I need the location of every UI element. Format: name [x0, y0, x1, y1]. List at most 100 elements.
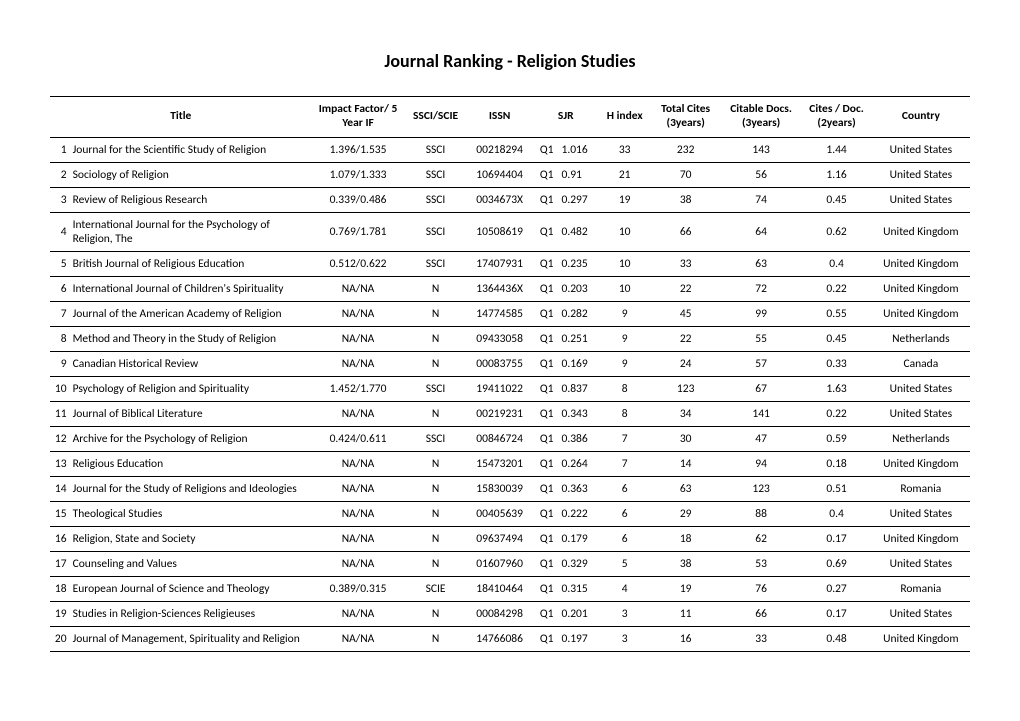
citable-docs-cell: 141	[721, 401, 802, 426]
citable-docs-cell: 57	[721, 351, 802, 376]
h-index-cell: 33	[599, 137, 651, 162]
h-index-cell: 9	[599, 326, 651, 351]
cites-doc-cell: 0.69	[801, 551, 871, 576]
total-cites-cell: 11	[651, 601, 721, 626]
h-index-cell: 3	[599, 626, 651, 651]
title-cell: Journal for the Study of Religions and I…	[69, 476, 312, 501]
impact-factor-cell: NA/NA	[312, 401, 405, 426]
quartile-cell: Q1	[533, 401, 558, 426]
title-cell: Journal for the Scientific Study of Reli…	[69, 137, 312, 162]
cites-doc-cell: 0.17	[801, 601, 871, 626]
total-cites-cell: 66	[651, 212, 721, 251]
h-index-cell: 7	[599, 451, 651, 476]
table-row: 11Journal of Biblical LiteratureNA/NAN00…	[50, 401, 970, 426]
sjr-cell: 0.91	[558, 162, 599, 187]
title-cell: Sociology of Religion	[69, 162, 312, 187]
col-country: Country	[872, 97, 970, 138]
issn-cell: 10508619	[467, 212, 533, 251]
quartile-cell: Q1	[533, 162, 558, 187]
impact-factor-cell: NA/NA	[312, 601, 405, 626]
rank-cell: 14	[50, 476, 69, 501]
ssci-cell: N	[405, 326, 467, 351]
country-cell: United Kingdom	[872, 276, 970, 301]
cites-doc-cell: 0.4	[801, 251, 871, 276]
country-cell: United Kingdom	[872, 451, 970, 476]
country-cell: United States	[872, 376, 970, 401]
title-cell: Archive for the Psychology of Religion	[69, 426, 312, 451]
sjr-cell: 0.282	[558, 301, 599, 326]
table-row: 6International Journal of Children's Spi…	[50, 276, 970, 301]
issn-cell: 00405639	[467, 501, 533, 526]
sjr-cell: 0.179	[558, 526, 599, 551]
citable-docs-cell: 99	[721, 301, 802, 326]
impact-factor-cell: 1.452/1.770	[312, 376, 405, 401]
quartile-cell: Q1	[533, 451, 558, 476]
quartile-cell: Q1	[533, 501, 558, 526]
quartile-cell: Q1	[533, 526, 558, 551]
total-cites-cell: 33	[651, 251, 721, 276]
issn-cell: 1364436X	[467, 276, 533, 301]
impact-factor-cell: NA/NA	[312, 326, 405, 351]
sjr-cell: 0.329	[558, 551, 599, 576]
h-index-cell: 5	[599, 551, 651, 576]
ssci-cell: SSCI	[405, 212, 467, 251]
issn-cell: 14766086	[467, 626, 533, 651]
h-index-cell: 9	[599, 301, 651, 326]
rank-cell: 12	[50, 426, 69, 451]
title-cell: Religion, State and Society	[69, 526, 312, 551]
total-cites-cell: 19	[651, 576, 721, 601]
col-ssci: SSCI/SCIE	[405, 97, 467, 138]
title-cell: Journal of the American Academy of Relig…	[69, 301, 312, 326]
ssci-cell: N	[405, 276, 467, 301]
table-row: 16Religion, State and SocietyNA/NAN09637…	[50, 526, 970, 551]
country-cell: United States	[872, 551, 970, 576]
h-index-cell: 7	[599, 426, 651, 451]
sjr-cell: 0.235	[558, 251, 599, 276]
table-row: 12Archive for the Psychology of Religion…	[50, 426, 970, 451]
table-row: 13Religious EducationNA/NAN15473201Q10.2…	[50, 451, 970, 476]
issn-cell: 00218294	[467, 137, 533, 162]
citable-docs-cell: 55	[721, 326, 802, 351]
total-cites-cell: 14	[651, 451, 721, 476]
h-index-cell: 9	[599, 351, 651, 376]
table-row: 20Journal of Management, Spirituality an…	[50, 626, 970, 651]
total-cites-cell: 24	[651, 351, 721, 376]
ssci-cell: N	[405, 626, 467, 651]
title-cell: British Journal of Religious Education	[69, 251, 312, 276]
impact-factor-cell: NA/NA	[312, 351, 405, 376]
total-cites-cell: 18	[651, 526, 721, 551]
rank-cell: 9	[50, 351, 69, 376]
table-row: 17Counseling and ValuesNA/NAN01607960Q10…	[50, 551, 970, 576]
sjr-cell: 0.251	[558, 326, 599, 351]
title-cell: European Journal of Science and Theology	[69, 576, 312, 601]
table-row: 10Psychology of Religion and Spiritualit…	[50, 376, 970, 401]
rank-cell: 17	[50, 551, 69, 576]
total-cites-cell: 22	[651, 326, 721, 351]
rank-cell: 11	[50, 401, 69, 426]
table-row: 19Studies in Religion-Sciences Religieus…	[50, 601, 970, 626]
impact-factor-cell: 0.389/0.315	[312, 576, 405, 601]
country-cell: United Kingdom	[872, 526, 970, 551]
issn-cell: 19411022	[467, 376, 533, 401]
country-cell: United Kingdom	[872, 212, 970, 251]
issn-cell: 14774585	[467, 301, 533, 326]
impact-factor-cell: NA/NA	[312, 551, 405, 576]
rank-cell: 16	[50, 526, 69, 551]
total-cites-cell: 123	[651, 376, 721, 401]
quartile-cell: Q1	[533, 137, 558, 162]
rank-cell: 10	[50, 376, 69, 401]
title-cell: Theological Studies	[69, 501, 312, 526]
citable-docs-cell: 66	[721, 601, 802, 626]
citable-docs-cell: 53	[721, 551, 802, 576]
sjr-cell: 0.264	[558, 451, 599, 476]
cites-doc-cell: 0.45	[801, 326, 871, 351]
impact-factor-cell: NA/NA	[312, 526, 405, 551]
impact-factor-cell: NA/NA	[312, 451, 405, 476]
total-cites-cell: 29	[651, 501, 721, 526]
rank-cell: 20	[50, 626, 69, 651]
total-cites-cell: 38	[651, 187, 721, 212]
rank-cell: 7	[50, 301, 69, 326]
table-row: 15Theological StudiesNA/NAN00405639Q10.2…	[50, 501, 970, 526]
ranking-table: Title Impact Factor/ 5 Year IF SSCI/SCIE…	[50, 96, 970, 652]
citable-docs-cell: 76	[721, 576, 802, 601]
